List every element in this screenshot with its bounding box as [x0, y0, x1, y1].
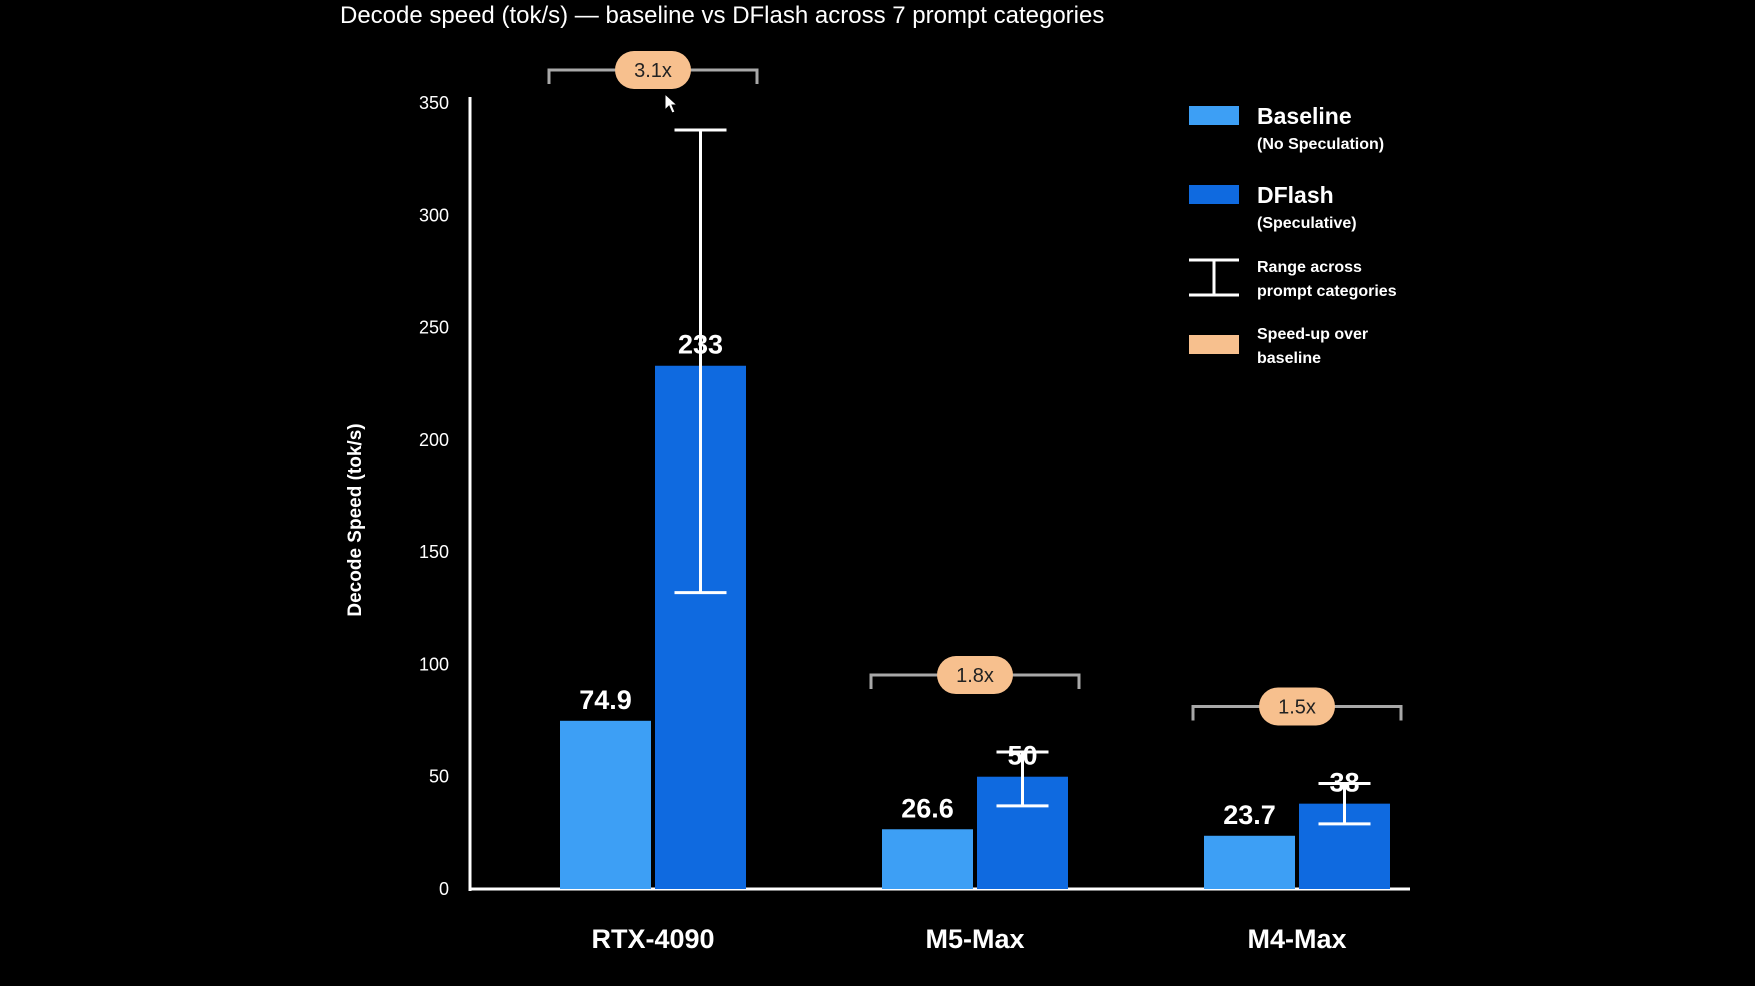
y-axis-label: Decode Speed (tok/s)	[345, 423, 366, 616]
bar-baseline	[882, 829, 973, 889]
legend-swatch-dflash	[1189, 185, 1239, 204]
x-tick-label: M5-Max	[925, 924, 1024, 954]
legend-sublabel-range: prompt categories	[1257, 283, 1397, 300]
y-tick-label: 0	[439, 879, 449, 899]
y-tick-label: 250	[419, 318, 449, 338]
chart-title: Decode speed (tok/s) — baseline vs DFlas…	[340, 2, 1105, 29]
legend-label-speedup: Speed-up over	[1257, 326, 1368, 343]
x-tick-label: RTX-4090	[591, 924, 714, 954]
y-tick-label: 100	[419, 654, 449, 674]
speedup-badge	[1259, 687, 1335, 726]
y-tick-label: 300	[419, 205, 449, 225]
bar-baseline	[560, 720, 651, 889]
bar-baseline	[1204, 835, 1295, 889]
legend-swatch-speedup	[1189, 335, 1239, 354]
speedup-label: 3.1x	[634, 60, 672, 82]
legend-sublabel-speedup: baseline	[1257, 350, 1321, 367]
speedup-label: 1.8x	[956, 665, 994, 687]
y-tick-label: 150	[419, 542, 449, 562]
y-tick-label: 200	[419, 430, 449, 450]
speedup-badge	[615, 51, 691, 89]
legend-sublabel-dflash: (Speculative)	[1257, 215, 1357, 232]
x-tick-label: M4-Max	[1247, 924, 1346, 954]
legend-label-dflash: DFlash	[1257, 182, 1334, 208]
legend-sublabel-baseline: (No Speculation)	[1257, 136, 1384, 153]
bar-label-baseline: 23.7	[1223, 800, 1276, 830]
speedup-label: 1.5x	[1278, 696, 1316, 718]
legend-label-range: Range across	[1257, 259, 1362, 276]
y-tick-label: 350	[419, 93, 449, 113]
legend-swatch-baseline	[1189, 106, 1239, 125]
bar-label-baseline: 26.6	[901, 793, 954, 823]
bar-label-baseline: 74.9	[579, 685, 632, 715]
mouse-cursor-icon	[664, 92, 679, 114]
legend-label-baseline: Baseline	[1257, 103, 1352, 129]
speedup-badge	[937, 656, 1013, 695]
y-tick-label: 50	[429, 767, 449, 787]
